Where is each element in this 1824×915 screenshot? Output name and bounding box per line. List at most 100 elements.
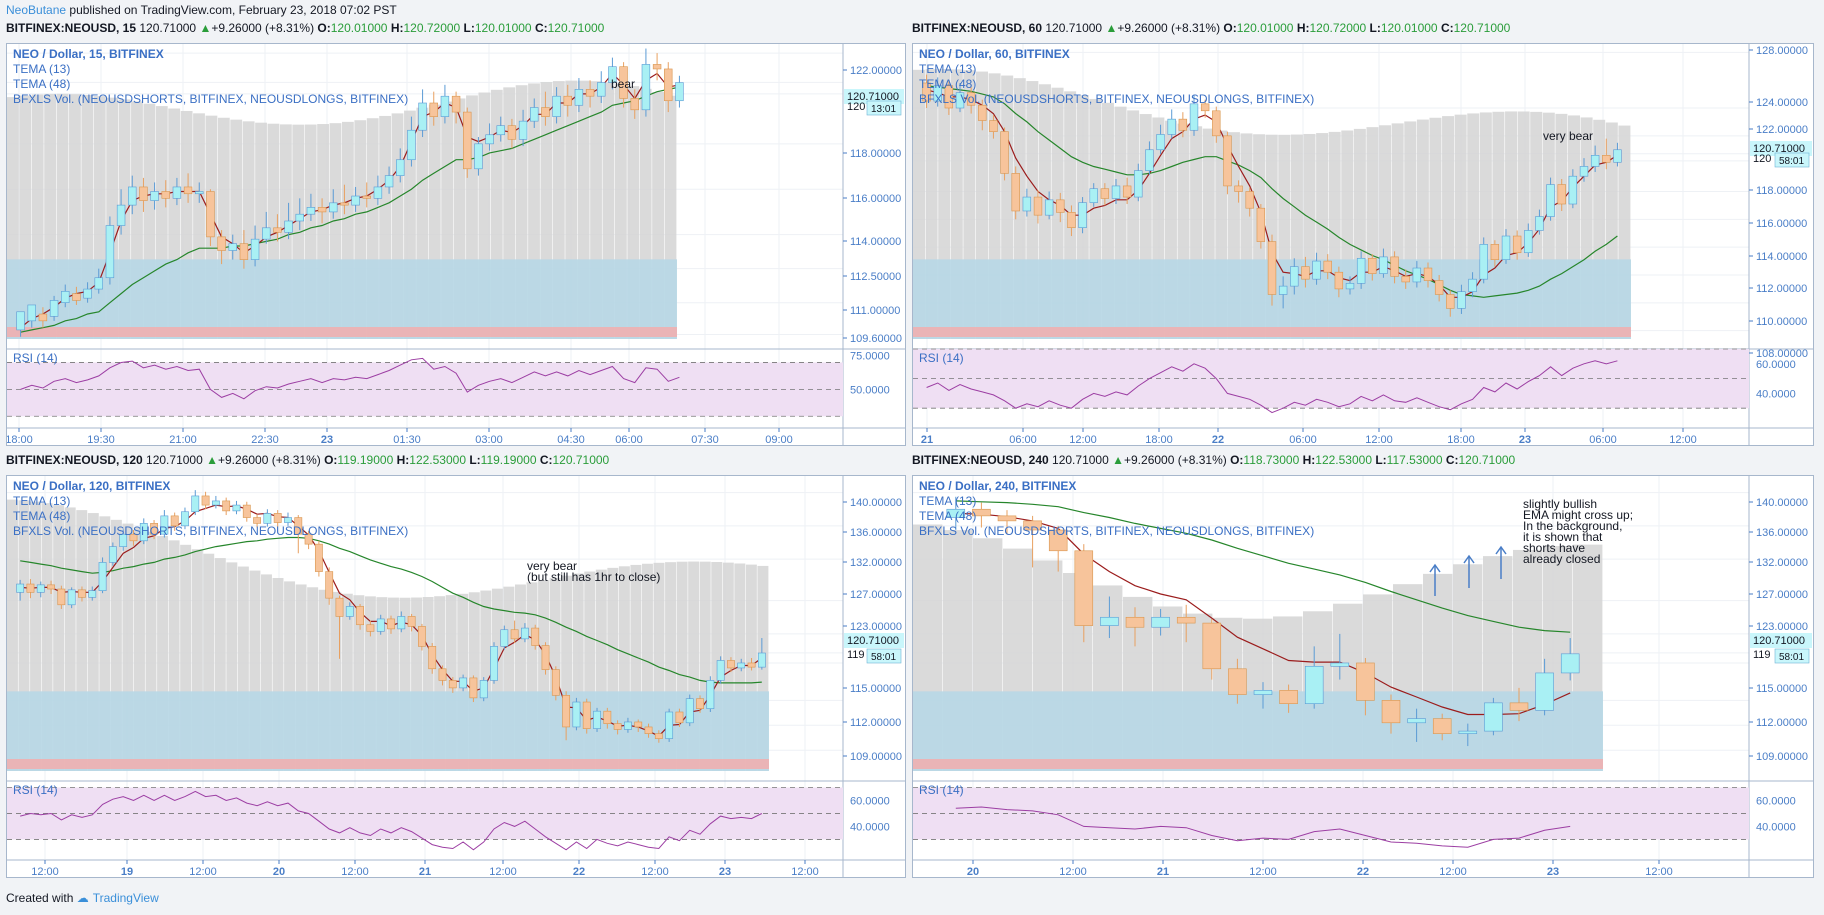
candles	[16, 48, 684, 337]
candle-body	[1048, 529, 1068, 552]
candle-body	[1078, 202, 1087, 228]
candle-body	[1479, 244, 1488, 280]
candle	[1535, 658, 1554, 716]
o-value: 119.19000	[337, 453, 397, 467]
candle-body	[1432, 718, 1452, 734]
candle	[1100, 183, 1110, 206]
candle	[150, 520, 158, 540]
candle-body	[552, 95, 561, 117]
candle	[1579, 158, 1589, 182]
candle	[26, 579, 35, 599]
candle-body	[239, 243, 249, 260]
annotation-text: it is shown that	[1523, 530, 1603, 544]
footer: Created with ☁ TradingView	[6, 891, 159, 905]
legend-item: TEMA (13)	[919, 494, 976, 508]
candle-body	[384, 175, 394, 188]
longs-volume-bar	[565, 80, 578, 339]
candle-body	[429, 102, 438, 117]
candle-body	[26, 583, 35, 593]
price-label: 115.00000	[1756, 683, 1807, 695]
countdown-tag	[1774, 648, 1810, 664]
candle	[206, 189, 215, 246]
longs-volume-bar	[1391, 123, 1404, 340]
candle-body	[946, 508, 966, 518]
candle	[641, 48, 651, 117]
price-label: 112.00000	[1756, 283, 1807, 295]
chart-panel-15[interactable]: 122.00000 120.71000 120 13:01 118.00000 116.0…	[5, 43, 906, 446]
h-value: 122.53000	[1315, 453, 1376, 467]
candle-body	[362, 195, 371, 199]
longs-volume-bar	[19, 95, 32, 339]
legend-title: NEO / Dollar, 120, BITFINEX	[13, 479, 170, 493]
candle-body	[1156, 134, 1165, 151]
candle	[191, 490, 200, 516]
legend-item: BFXLS Vol. (NEOUSDSHORTS, BITFINEX, NEOU…	[13, 524, 408, 538]
candle-body	[1125, 616, 1145, 628]
candle	[1434, 274, 1444, 302]
time-label: 12:00	[1059, 866, 1087, 877]
candle	[1446, 290, 1455, 317]
l-label: L:	[1369, 21, 1381, 35]
candle	[1089, 183, 1098, 207]
candle	[139, 518, 148, 545]
candle-body	[1457, 291, 1466, 309]
candle-body	[1524, 230, 1533, 254]
author-link[interactable]: NeoButane	[6, 3, 67, 17]
candle-body	[1189, 103, 1199, 131]
longs-volume-bar	[1240, 133, 1253, 339]
candle-body	[317, 207, 327, 213]
candle	[211, 495, 220, 509]
candle	[1234, 180, 1243, 203]
candle	[1048, 525, 1068, 572]
candle-body	[603, 710, 612, 724]
tradingview-link[interactable]: TradingView	[92, 891, 159, 905]
h-label: H:	[1302, 453, 1316, 467]
longs-volume-bar	[526, 582, 538, 771]
countdown-label: 58:01	[871, 652, 896, 663]
candle-body	[242, 504, 251, 518]
candle-body	[933, 85, 942, 102]
candle-body	[989, 120, 998, 132]
candle-body	[1501, 235, 1511, 260]
candle	[384, 166, 394, 194]
candle-body	[972, 508, 991, 517]
panel-title-15: BITFINEX:NEOUSD, 15 120.71000 ▲+9.26000 …	[6, 21, 604, 35]
candle	[1590, 145, 1600, 173]
candle	[1535, 209, 1544, 235]
longs-volume-bar	[1517, 111, 1530, 339]
chart-panel-60[interactable]: 128.00000 124.00000 122.00000 120.71000 120 5…	[912, 43, 1814, 446]
candle-body	[966, 92, 976, 106]
candle-body	[438, 668, 447, 681]
longs-volume-bar	[366, 118, 379, 339]
candle-body	[585, 89, 595, 97]
candle-body	[737, 662, 746, 669]
candle-body	[747, 662, 756, 668]
countdown-label: 13:01	[871, 104, 896, 115]
h-label: H:	[390, 21, 404, 35]
chart-panel-120[interactable]: 140.00000 136.00000 132.00000 127.00000 123.…	[6, 475, 906, 878]
time-label: 09:00	[765, 434, 793, 445]
candle-body	[129, 533, 138, 542]
candle-body	[294, 517, 303, 535]
l-value: 120.01000	[1380, 21, 1441, 35]
candle-body	[652, 64, 662, 70]
candle	[1245, 187, 1254, 217]
longs-volume-bar	[1542, 112, 1555, 339]
candle	[1301, 256, 1310, 288]
candle-body	[757, 652, 766, 668]
candle-body	[1390, 256, 1399, 277]
candle	[1000, 127, 1009, 181]
candle-body	[139, 523, 148, 542]
legend-title: NEO / Dollar, 240, BITFINEX	[919, 479, 1076, 493]
candle	[966, 87, 976, 114]
chart-panel-240[interactable]: 140.00000 136.00000 132.00000 127.00000 123.…	[912, 475, 1814, 878]
longs-volume-bar	[1467, 113, 1480, 339]
last-price-label: 120.71000	[1753, 143, 1805, 155]
candle-body	[1458, 730, 1478, 734]
time-label: 23	[719, 866, 731, 877]
longs-volume-bar	[87, 513, 99, 771]
time-label: 12:00	[489, 866, 517, 877]
last-price-tag	[1750, 633, 1812, 648]
candle-body	[1484, 702, 1503, 732]
candle	[273, 214, 282, 242]
